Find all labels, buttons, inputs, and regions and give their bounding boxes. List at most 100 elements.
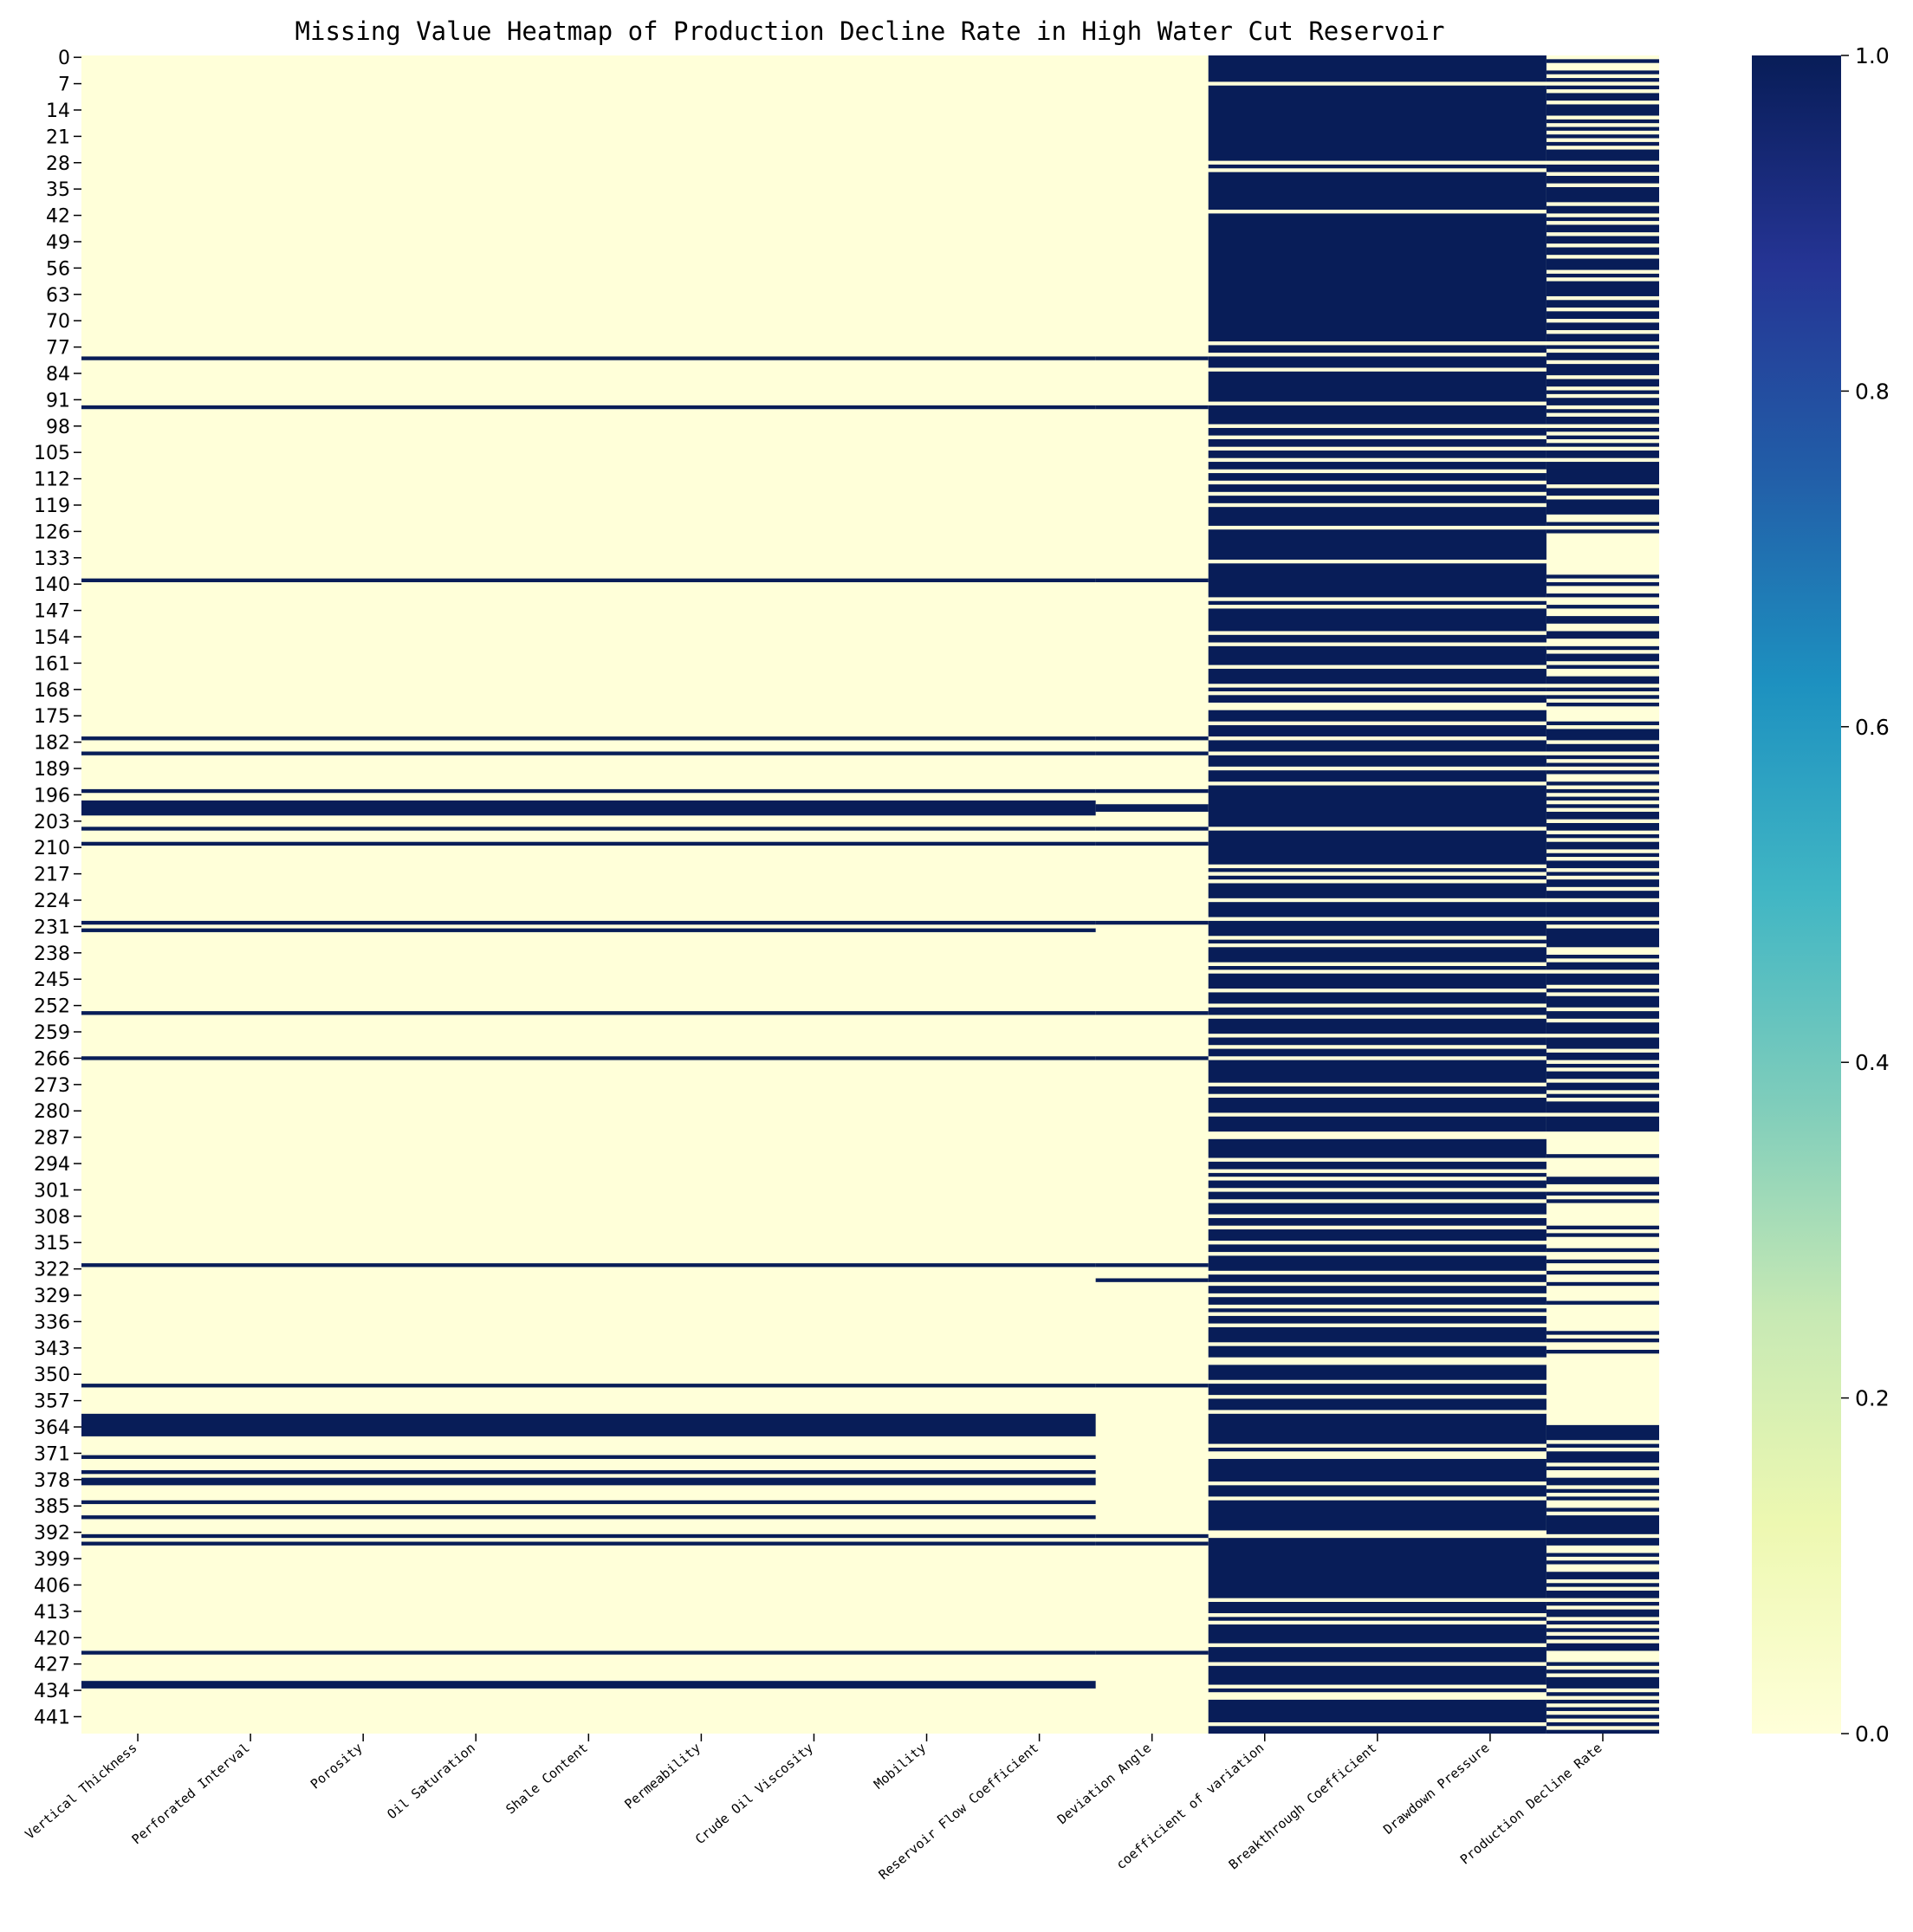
y-tick-label: 259	[34, 1022, 70, 1044]
heatmap-cells	[81, 55, 1659, 1734]
missing-cell-block	[1546, 1583, 1659, 1587]
y-tick-label: 329	[34, 1286, 70, 1307]
missing-cell-block	[1208, 634, 1547, 643]
y-tick-label: 70	[46, 311, 70, 333]
missing-cell-block	[81, 1263, 1096, 1267]
missing-cell-block	[1208, 356, 1547, 368]
missing-cell-block	[1546, 1560, 1659, 1565]
missing-cell-block	[81, 356, 1096, 360]
missing-cell-block	[1208, 1500, 1547, 1531]
y-tick-label: 49	[46, 232, 70, 254]
missing-cell-block	[1546, 770, 1659, 775]
missing-cell-block	[1208, 1229, 1547, 1242]
missing-cell-block	[1546, 1507, 1659, 1512]
missing-cell-block	[1546, 1331, 1659, 1335]
missing-cell-block	[1546, 247, 1659, 256]
missing-cell-block	[1546, 187, 1659, 203]
missing-cell-block	[1208, 55, 1547, 82]
missing-cell-block	[1208, 920, 1547, 937]
missing-cell-block	[81, 1384, 1096, 1388]
colorbar-gradient	[1752, 55, 1841, 1734]
colorbar-tick-label: 1.0	[1855, 43, 1890, 68]
missing-cell-block	[1208, 213, 1547, 342]
missing-cell-block	[1208, 1191, 1547, 1200]
missing-cell-block	[1546, 729, 1659, 741]
missing-cell-block	[1208, 1617, 1547, 1621]
missing-cell-block	[1208, 345, 1547, 353]
missing-cell-block	[1546, 311, 1659, 320]
missing-cell-block	[1546, 1270, 1659, 1275]
missing-cell-block	[1546, 416, 1659, 425]
missing-cell-block	[1208, 902, 1547, 917]
y-tick-label: 28	[46, 153, 70, 175]
missing-cell-block	[1546, 1636, 1659, 1640]
missing-cell-block	[1546, 841, 1659, 850]
missing-cell-block	[1546, 1609, 1659, 1618]
missing-cell-block	[1546, 322, 1659, 331]
missing-cell-block	[81, 920, 1096, 925]
missing-cell-block	[81, 1413, 1096, 1436]
missing-cell-block	[1546, 1515, 1659, 1534]
missing-cell-block	[1546, 962, 1659, 970]
missing-cell-block	[1095, 1650, 1209, 1655]
missing-cell-block	[1546, 989, 1659, 993]
missing-cell-block	[1546, 1093, 1659, 1099]
missing-cell-block	[1546, 703, 1659, 707]
missing-cell-block	[1546, 273, 1659, 278]
missing-cell-block	[1546, 1063, 1659, 1068]
missing-cell-block	[1208, 645, 1547, 665]
missing-cell-block	[1208, 1218, 1547, 1226]
y-tick-label: 371	[34, 1443, 70, 1465]
missing-cell-block	[1208, 1538, 1547, 1598]
missing-cell-block	[1546, 70, 1659, 75]
missing-cell-block	[1208, 1665, 1547, 1685]
missing-cell-block	[1208, 1308, 1547, 1313]
chart-title: Missing Value Heatmap of Production Decl…	[295, 16, 1445, 46]
y-tick-label: 308	[34, 1207, 70, 1229]
missing-cell-block	[1546, 804, 1659, 808]
missing-cell-block	[1208, 1244, 1547, 1253]
missing-cell-block	[81, 1515, 1096, 1520]
missing-cell-block	[1546, 995, 1659, 1008]
missing-cell-block	[1546, 1424, 1659, 1441]
missing-cell-block	[1208, 1060, 1547, 1083]
missing-cell-block	[81, 1011, 1096, 1015]
missing-cell-block	[1208, 939, 1547, 943]
missing-cell-block	[1546, 653, 1659, 662]
missing-cell-block	[1546, 1676, 1659, 1689]
missing-cell-block	[1208, 563, 1547, 598]
y-tick-label: 266	[34, 1048, 70, 1070]
missing-cell-block	[1208, 755, 1547, 767]
missing-cell-block	[1208, 1255, 1547, 1271]
missing-cell-block	[1208, 1180, 1547, 1189]
missing-cell-block	[1546, 1643, 1659, 1651]
missing-cell-block	[1546, 853, 1659, 858]
missing-cell-block	[1208, 1315, 1547, 1324]
missing-cell-block	[1546, 954, 1659, 959]
y-tick-label: 217	[34, 865, 70, 886]
missing-cell-block	[1546, 126, 1659, 131]
missing-cell-block	[1208, 451, 1547, 458]
missing-cell-block	[1095, 356, 1209, 360]
missing-cell-block	[1208, 770, 1547, 782]
colorbar-tick-label: 0.2	[1855, 1386, 1890, 1411]
missing-cell-block	[1546, 258, 1659, 270]
missing-cell-block	[1208, 1398, 1547, 1410]
y-tick-label: 252	[34, 996, 70, 1018]
missing-cell-block	[1208, 427, 1547, 436]
missing-cell-block	[1546, 141, 1659, 146]
missing-cell-block	[1208, 1647, 1547, 1663]
missing-cell-block	[1208, 1485, 1547, 1497]
missing-cell-block	[1546, 1281, 1659, 1287]
y-tick-label: 406	[34, 1575, 70, 1597]
y-tick-label: 245	[34, 969, 70, 991]
missing-cell-block	[1546, 1233, 1659, 1237]
missing-cell-block	[1208, 1037, 1547, 1046]
missing-cell-block	[1095, 1541, 1209, 1546]
missing-cell-block	[1546, 1225, 1659, 1230]
missing-cell-block	[81, 1469, 1096, 1475]
y-tick-label: 280	[34, 1101, 70, 1123]
missing-cell-block	[1546, 149, 1659, 161]
missing-cell-block	[1208, 462, 1547, 470]
missing-cell-block	[1546, 1248, 1659, 1253]
